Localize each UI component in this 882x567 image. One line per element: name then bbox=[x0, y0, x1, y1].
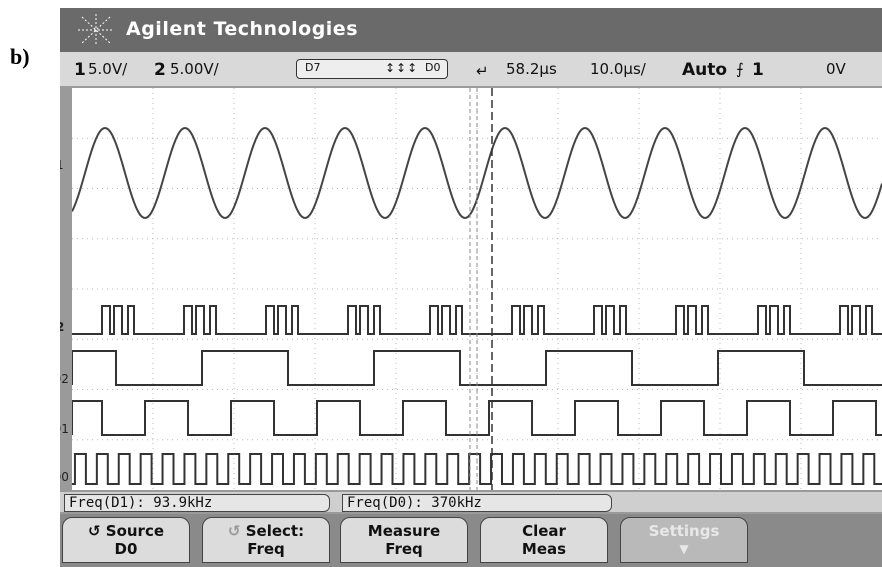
pod-high: D7 bbox=[305, 61, 321, 74]
ch1-scale: 5.0V/ bbox=[88, 60, 128, 78]
pulse-trace bbox=[72, 305, 882, 335]
channel-label: D1 bbox=[60, 422, 69, 436]
digital-trace bbox=[72, 350, 882, 386]
header: Agilent Technologies bbox=[60, 8, 882, 52]
measurement-bar: Freq(D1): 93.9kHz Freq(D0): 370kHz bbox=[60, 492, 882, 512]
softkey[interactable]: ↺ Select: Freq bbox=[202, 517, 330, 563]
sine-trace bbox=[72, 127, 882, 219]
softkey[interactable]: Clear Meas bbox=[480, 517, 608, 563]
digital-trace bbox=[72, 400, 882, 436]
trigger-source: 1 bbox=[752, 60, 764, 80]
channel-label: D2 bbox=[60, 372, 69, 386]
channel-label: D0 bbox=[60, 470, 69, 484]
softkey[interactable]: Measure Freq bbox=[340, 517, 468, 563]
waveform-area bbox=[72, 88, 882, 490]
pod-indicator: D7 ↕↕↕ D0 bbox=[296, 59, 448, 79]
softkey[interactable]: ↺ Source D0 bbox=[62, 517, 190, 563]
measurement: Freq(D0): 370kHz bbox=[342, 494, 612, 512]
brand: Agilent Technologies bbox=[126, 18, 359, 40]
mode: Auto bbox=[682, 60, 728, 80]
softkey-top: ↺ Select: bbox=[227, 522, 305, 540]
softkey-text: Select: bbox=[245, 522, 305, 540]
logo bbox=[78, 14, 114, 46]
channel-label: 2 bbox=[60, 320, 65, 334]
ch2-scale: 5.00V/ bbox=[170, 60, 219, 78]
softkey-top: Clear bbox=[522, 522, 566, 540]
ch1: 1 bbox=[74, 60, 86, 80]
digital-trace bbox=[72, 453, 882, 485]
softkey[interactable]: Settings ▼ bbox=[620, 517, 748, 563]
pod-low: D0 bbox=[425, 61, 441, 74]
trigger-level: 0V bbox=[826, 60, 846, 78]
softkey-bottom: D0 bbox=[114, 540, 138, 558]
status-bar: 1 5.0V/ 2 5.00V/ D7 ↕↕↕ D0 ↵ 58.2µs 10.0… bbox=[60, 52, 882, 86]
softkeys: ↺ Source D0 ↺ Select: Freq Measure Freq Cle… bbox=[60, 514, 882, 567]
measurement: Freq(D1): 93.9kHz bbox=[64, 494, 330, 512]
figure-label: b) bbox=[10, 44, 30, 69]
scope-screen: Agilent Technologies 1 5.0V/ 2 5.00V/ D7… bbox=[60, 8, 882, 567]
softkey-top: Settings bbox=[648, 522, 720, 540]
softkey-top: Measure bbox=[367, 522, 441, 540]
softkey-bottom: Freq bbox=[247, 540, 285, 558]
ch2: 2 bbox=[154, 60, 166, 80]
channel-label: 1 bbox=[60, 158, 64, 172]
softkey-top: ↺ Source bbox=[87, 522, 165, 540]
timebase: 10.0µs/ bbox=[590, 60, 646, 78]
softkey-bottom: Freq bbox=[385, 540, 423, 558]
softkey-bottom: Meas bbox=[521, 540, 567, 558]
softkey-text: Source bbox=[105, 522, 165, 540]
delay: 58.2µs bbox=[506, 60, 557, 78]
